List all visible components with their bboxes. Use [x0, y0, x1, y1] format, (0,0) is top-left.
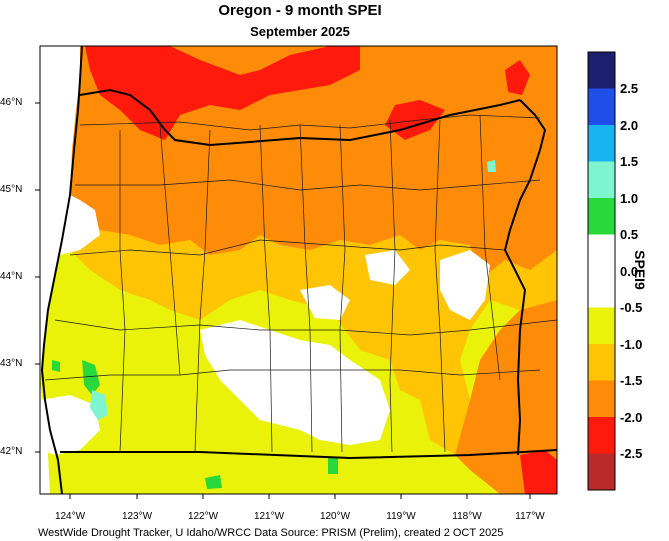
- region-very-wet-ne: [487, 160, 496, 172]
- legend-swatch: [588, 307, 615, 344]
- legend-swatch: [588, 234, 615, 271]
- region-normal-neclk: [365, 250, 410, 285]
- region-wet-se2: [205, 475, 222, 489]
- y-tick-label: 44°N: [0, 271, 23, 282]
- region-extreme-e: [505, 60, 530, 95]
- y-tick-label: 43°N: [0, 358, 23, 369]
- y-tick-label: 46°N: [0, 97, 23, 108]
- x-tick-label: 119°W: [386, 511, 416, 522]
- x-tick-label: 120°W: [319, 511, 351, 522]
- legend-swatch: [588, 88, 615, 125]
- region-normal-east: [440, 250, 490, 320]
- legend-label: 1.5: [620, 154, 639, 169]
- y-tick-label: 45°N: [0, 184, 23, 195]
- credit-line: WestWide Drought Tracker, U Idaho/WRCC D…: [38, 527, 504, 539]
- region-severe-se: [455, 300, 557, 494]
- legend-label: 2.5: [620, 81, 639, 96]
- legend-label: 0.0: [620, 264, 639, 279]
- legend-label: -1.0: [620, 337, 643, 352]
- state-boundaries: [40, 45, 558, 495]
- region-normal-central: [300, 285, 350, 320]
- legend-swatch: [588, 52, 615, 89]
- legend-frame: [587, 51, 616, 491]
- region-wet-nw: [52, 360, 60, 372]
- x-tick-label: 124°W: [54, 511, 86, 522]
- region-wet-sw: [82, 360, 100, 395]
- legend-swatch: [588, 161, 615, 198]
- x-tick-label: 118°W: [452, 511, 482, 522]
- map-subtitle: September 2025: [250, 24, 350, 39]
- region-normal-se: [200, 320, 390, 445]
- legend-label: 2.0: [620, 118, 639, 133]
- region-extreme-se: [520, 450, 557, 494]
- legend-swatch: [588, 453, 615, 490]
- legend-label: 0.5: [620, 227, 639, 242]
- region-normal-sw: [40, 395, 100, 455]
- legend-swatch: [588, 344, 615, 381]
- legend-swatch: [588, 271, 615, 308]
- legend-swatch: [588, 417, 615, 454]
- map-frame: [39, 45, 558, 495]
- county-boundaries: [44, 114, 557, 453]
- x-tick-label: 121°W: [253, 511, 285, 522]
- legend-label: -2.0: [620, 410, 643, 425]
- x-tick-label: 117°W: [515, 511, 545, 522]
- legend-swatch: [588, 125, 615, 162]
- legend-swatch: [588, 380, 615, 417]
- legend-label: 1.0: [620, 191, 639, 206]
- region-wet-se: [328, 458, 338, 474]
- legend-axis-title: SPEI9: [632, 250, 648, 290]
- axis-ticks: [35, 102, 531, 499]
- legend-label: -0.5: [620, 300, 643, 315]
- x-tick-label: 123°W: [121, 511, 153, 522]
- map-title: Oregon - 9 month SPEI: [218, 2, 382, 19]
- x-tick-label: 122°W: [187, 511, 219, 522]
- legend-swatch: [588, 198, 615, 235]
- region-very-wet-sw: [90, 390, 108, 420]
- y-tick-label: 42°N: [0, 446, 23, 457]
- legend-label: -1.5: [620, 373, 643, 388]
- ocean-south: [40, 380, 50, 494]
- legend-label: -2.5: [620, 446, 643, 461]
- legend-colorbar: [587, 51, 616, 491]
